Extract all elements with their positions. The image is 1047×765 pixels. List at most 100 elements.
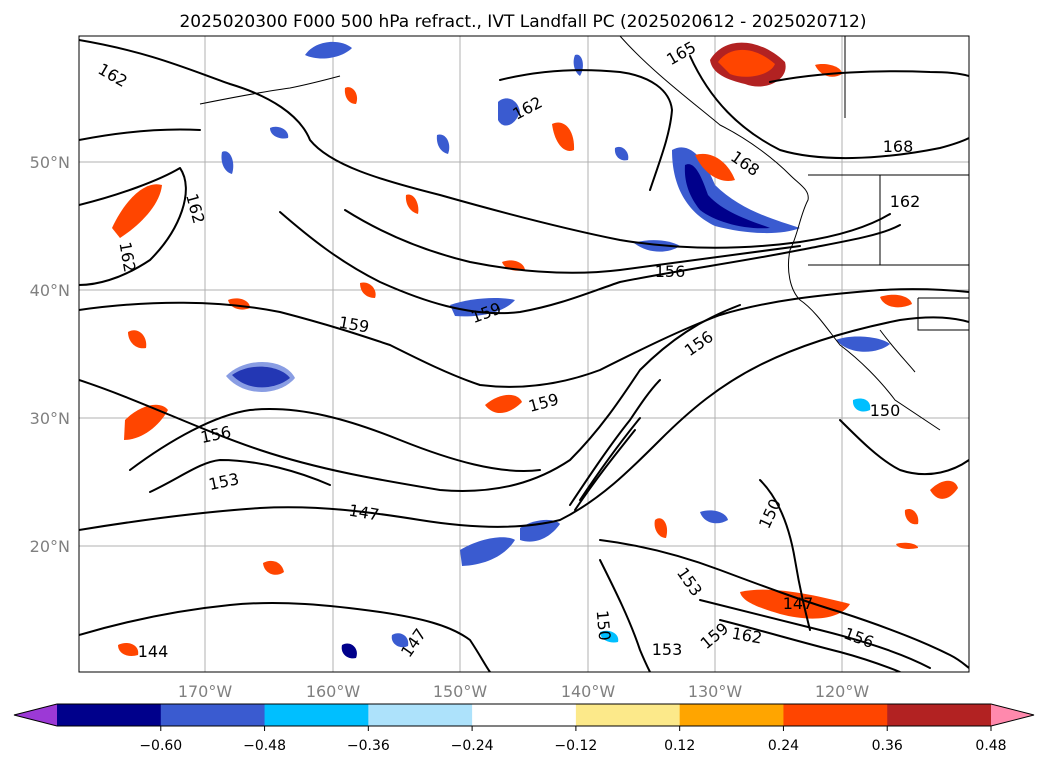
positive-patch	[124, 404, 168, 440]
negative-patch	[436, 134, 450, 154]
negative-patch	[270, 126, 289, 139]
contour-line	[79, 316, 969, 531]
colorbar-segment	[575, 704, 681, 726]
contour-line	[279, 211, 901, 315]
positive-patch	[740, 589, 850, 619]
contour-label: 147	[783, 594, 814, 613]
negative-patch	[600, 630, 619, 643]
figure-title: 2025020300 F000 500 hPa refract., IVT La…	[179, 12, 866, 32]
positive-patch	[118, 643, 139, 656]
positive-patch	[880, 294, 912, 308]
negative-patch	[341, 643, 357, 659]
positive-patch	[718, 49, 775, 77]
state-borders	[808, 36, 969, 373]
positive-patch	[360, 282, 376, 298]
negative-patch	[460, 537, 515, 566]
negative-patch	[684, 164, 770, 229]
lon-label-120: 120°W	[815, 682, 870, 701]
contour-label: 168	[883, 137, 914, 156]
colorbar-tick-label: −0.24	[451, 738, 494, 754]
colorbar: −0.60 −0.48 −0.36 −0.24 −0.12 0.12 0.24 0.36 0.4…	[13, 703, 1035, 754]
lat-label-50: 50°N	[30, 153, 70, 172]
contour-label: 150	[593, 609, 615, 641]
contour-line	[599, 559, 651, 672]
colorbar-outline	[13, 703, 1035, 727]
shaded-anomaly-patches	[112, 41, 958, 659]
map-background	[79, 36, 969, 672]
contour-line	[79, 288, 969, 388]
contour-line	[79, 128, 201, 141]
contour-line	[699, 599, 931, 669]
contour-line	[79, 304, 741, 492]
contour-line	[719, 619, 901, 672]
positive-patch	[263, 560, 284, 575]
map-panel: 162 165 162 168 162 162 162 168 156 159 …	[30, 35, 970, 701]
lat-label-30: 30°N	[30, 409, 70, 428]
positive-patch	[904, 508, 919, 525]
colorbar-tick-label: −0.60	[139, 738, 182, 754]
contour-label: 156	[655, 262, 686, 281]
contour-label: 150	[870, 401, 901, 420]
positive-patch	[485, 394, 522, 414]
colorbar-segment	[368, 704, 473, 726]
positive-patch	[896, 542, 918, 549]
contour-label: 144	[138, 642, 169, 661]
contour-line	[344, 209, 801, 274]
negative-patch	[450, 297, 515, 317]
latitude-labels: 50°N 40°N 30°N 20°N	[30, 153, 70, 556]
colorbar-min-extension	[14, 704, 57, 726]
lat-label-40: 40°N	[30, 281, 70, 300]
positive-patch	[654, 518, 668, 538]
colorbar-segment	[160, 704, 266, 726]
colorbar-segment	[472, 704, 577, 726]
contour-line	[759, 479, 811, 631]
map-content	[79, 36, 969, 672]
negative-patch	[700, 510, 728, 524]
contour-label: 162	[890, 192, 921, 211]
longitude-labels: 170°W 160°W 150°W 140°W 130°W 120°W	[178, 682, 870, 701]
colorbar-segment	[57, 704, 162, 726]
contour-label: 153	[652, 640, 683, 659]
colorbar-tick-label: 0.48	[975, 738, 1006, 754]
map-frame	[78, 35, 970, 673]
negative-patch	[226, 361, 295, 392]
lat-label-20: 20°N	[30, 537, 70, 556]
negative-patch	[614, 146, 629, 161]
colorbar-tick-label: −0.12	[554, 738, 597, 754]
contour-lines	[79, 39, 969, 672]
contour-line	[689, 55, 969, 160]
gridlines	[79, 36, 969, 672]
positive-patch	[930, 480, 958, 499]
colorbar-tick-label: 0.36	[872, 738, 903, 754]
contour-line	[599, 539, 969, 669]
lon-label-150: 150°W	[433, 682, 488, 701]
contour-line	[79, 167, 187, 286]
lon-label-170: 170°W	[178, 682, 233, 701]
positive-patch	[128, 330, 147, 349]
lon-label-140: 140°W	[561, 682, 616, 701]
colorbar-tick-label: 0.24	[768, 738, 799, 754]
lon-label-160: 160°W	[306, 682, 361, 701]
contour-line	[149, 459, 331, 493]
colorbar-segment	[264, 704, 369, 726]
coastline-north-america	[619, 36, 941, 431]
colorbar-tick-label: −0.36	[347, 738, 390, 754]
positive-patch	[344, 87, 358, 104]
negative-patch	[498, 98, 520, 126]
colorbar-max-extension	[991, 704, 1034, 726]
lon-label-130: 130°W	[688, 682, 743, 701]
contour-line	[569, 379, 661, 511]
colorbar-tick-label: 0.12	[664, 738, 695, 754]
coastlines	[199, 36, 969, 431]
colorbar-segment	[783, 704, 888, 726]
positive-patch	[112, 184, 162, 238]
contour-line	[79, 39, 891, 249]
colorbar-ticks: −0.60 −0.48 −0.36 −0.24 −0.12 0.12 0.24 0.36 0.4…	[139, 726, 1007, 754]
contour-line	[129, 408, 541, 472]
colorbar-segments	[57, 704, 992, 726]
contour-line	[499, 69, 673, 191]
colorbar-tick-label: −0.48	[243, 738, 286, 754]
negative-patch	[391, 633, 409, 648]
negative-patch	[852, 398, 871, 412]
